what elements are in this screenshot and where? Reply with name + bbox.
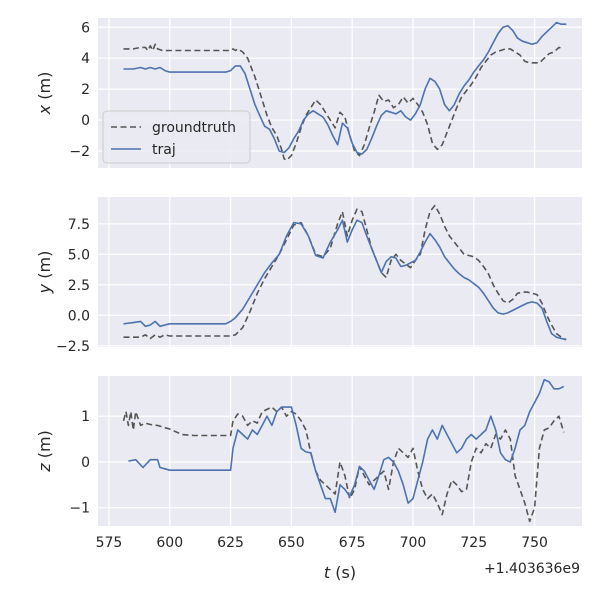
y-tick-label: 2 [81,82,90,98]
x-axis-label: t (s) [324,563,356,582]
y-axis-label-unit: (m) [35,251,54,284]
x-tick-label: 600 [156,535,183,551]
y-tick-label: 7.5 [68,217,90,233]
y-axis-label-symbol: y [35,283,54,294]
x-tick-label: 575 [96,535,123,551]
y-tick-label: −1 [69,501,90,517]
legend-label-groundtruth: groundtruth [152,120,236,136]
x-axis-label-symbol: t [324,563,331,582]
y-axis-label-symbol: x [35,104,54,115]
y-tick-label: −2.5 [56,339,90,355]
x-offset-label: +1.403636e9 [484,561,580,577]
y-axis-label: y (m) [35,251,54,295]
y-axis-label-unit: (m) [35,72,54,105]
x-tick-label: 725 [460,535,487,551]
legend: groundtruth traj [102,110,251,164]
x-axis-label-unit: (s) [330,563,356,582]
y-axis-label-symbol: z [35,463,54,473]
series-line-groundtruth [123,43,565,162]
series-line-traj [128,378,565,514]
legend-label-traj: traj [152,142,176,158]
y-tick-label: 0 [81,113,90,129]
series-line-groundtruth [123,204,567,341]
legend-box [102,110,251,164]
y-tick-label: 4 [81,51,90,67]
y-axis-label-unit: (m) [35,430,54,463]
y-axis-label: x (m) [35,72,54,116]
y-tick-label: 6 [81,20,90,36]
panel-z: 1 0 −1 575 600 625 650 675 700 725 750 z (m) t (s) +1… [35,376,582,582]
y-tick-label: 2.5 [68,278,90,294]
y-tick-label: −2 [69,144,90,160]
y-tick-label: 0 [81,455,90,471]
x-tick-label: 750 [521,535,548,551]
x-tick-label: 625 [217,535,244,551]
y-axis-label: z (m) [35,430,54,473]
x-tick-label: 650 [278,535,305,551]
panel-y: 7.5 5.0 2.5 0.0 −2.5 y (m) [35,197,582,355]
panel-x: 6 4 2 0 −2 x (m) groundtruth traj [35,18,582,168]
y-tick-label: 5.0 [68,247,90,263]
series-line-traj [123,219,567,341]
x-tick-label: 675 [339,535,366,551]
plot-background [98,376,582,526]
y-tick-label: 0.0 [68,308,90,324]
x-tick-label: 700 [400,535,427,551]
series-line-traj [123,21,567,155]
plot-background [98,197,582,347]
y-tick-label: 1 [81,409,90,425]
